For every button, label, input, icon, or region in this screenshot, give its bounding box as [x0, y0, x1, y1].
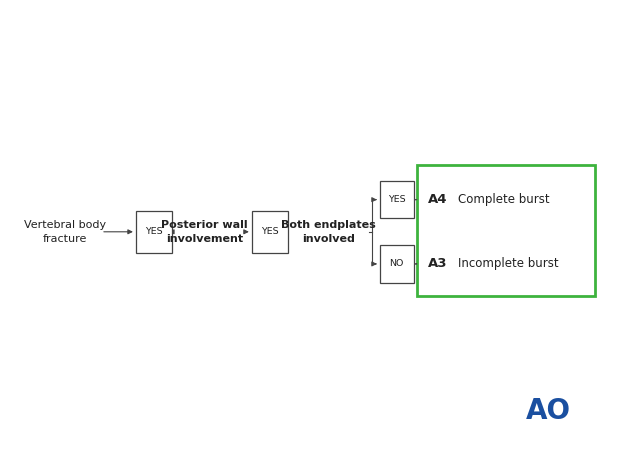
Text: Both endplates
involved: Both endplates involved — [281, 220, 376, 244]
Text: Incomplete burst: Incomplete burst — [458, 257, 558, 270]
Text: A3: A3 — [428, 257, 447, 270]
FancyBboxPatch shape — [417, 165, 595, 296]
FancyBboxPatch shape — [379, 245, 414, 283]
Text: YES: YES — [388, 195, 405, 204]
Text: YES: YES — [261, 227, 278, 236]
Text: Complete burst: Complete burst — [458, 193, 549, 206]
FancyBboxPatch shape — [252, 211, 288, 253]
Text: YES: YES — [145, 227, 162, 236]
FancyBboxPatch shape — [379, 181, 414, 218]
FancyBboxPatch shape — [136, 211, 172, 253]
Text: NO: NO — [389, 259, 404, 269]
Text: A4: A4 — [428, 193, 447, 206]
Text: AO: AO — [526, 397, 571, 425]
Text: Posterior wall
involvement: Posterior wall involvement — [161, 220, 248, 244]
Text: Vertebral body
fracture: Vertebral body fracture — [24, 220, 106, 244]
